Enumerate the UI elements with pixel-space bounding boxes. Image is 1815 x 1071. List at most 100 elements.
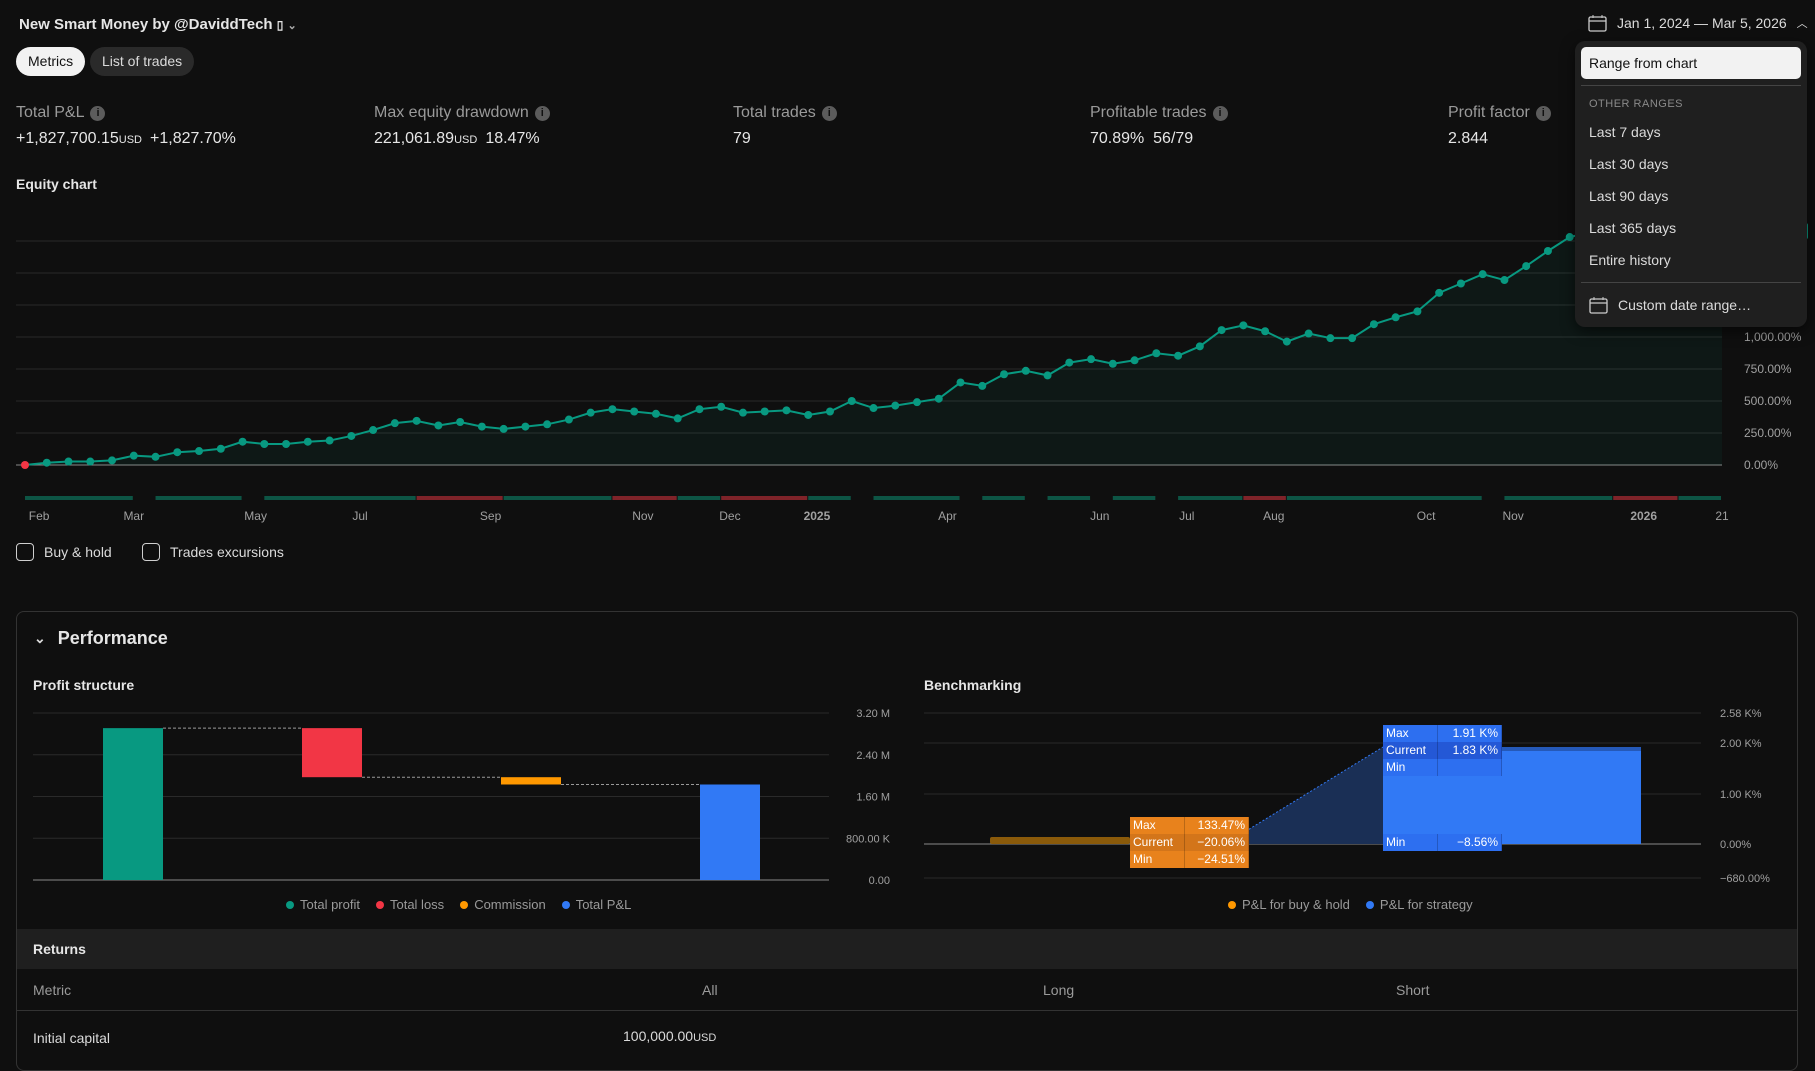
equity-point	[869, 404, 878, 413]
equity-point	[564, 415, 573, 424]
trade-run-bar	[1286, 496, 1482, 500]
equity-point	[282, 440, 291, 449]
equity-point	[782, 406, 791, 415]
tooltip-label: Min	[1383, 834, 1438, 851]
trade-run-bar	[1613, 496, 1678, 500]
x-tick-label: Feb	[29, 509, 50, 523]
tooltip-value: 1.91 K%	[1438, 725, 1502, 742]
trade-run-bar	[1504, 496, 1613, 500]
strategy-min-tooltip: Min −8.56%	[1383, 834, 1502, 851]
x-tick-label: Apr	[938, 509, 957, 523]
trade-run-bar	[155, 496, 242, 500]
equity-chart[interactable]: 1,000.00% 750.00% 500.00% 250.00% 0.00% Feb Ma…	[0, 200, 1815, 530]
equity-point	[1239, 321, 1248, 330]
legend-strategy: P&L for strategy	[1365, 897, 1473, 912]
tooltip-value	[1438, 759, 1502, 776]
equity-point	[1195, 342, 1204, 351]
other-ranges-heading: OTHER RANGES	[1589, 98, 1684, 110]
benchmarking-chart: 2.58 K% 2.00 K% 1.00 K% 0.00% −680.00%	[924, 708, 1770, 885]
equity-point	[1478, 270, 1487, 279]
metric-total-pnl: Total P&L i +1,827,700.15USD +1,827.70%	[16, 104, 236, 147]
strategy-tooltip: Max 1.91 K% Current 1.83 K% Min	[1383, 725, 1502, 776]
x-tick-label: 2025	[804, 509, 831, 523]
trades-excursions-checkbox[interactable]: Trades excursions	[142, 543, 284, 561]
equity-point	[847, 397, 856, 405]
checkbox-icon[interactable]	[142, 543, 160, 561]
equity-point	[543, 420, 552, 429]
y-tick-label: 800.00 K	[846, 833, 891, 845]
metric-total-trades: Total trades i 79	[733, 104, 837, 148]
tab-metrics[interactable]: Metrics	[16, 47, 86, 76]
date-range-button[interactable]: Jan 1, 2024 — Mar 5, 2026 ︿	[1588, 14, 1808, 32]
equity-point	[1108, 359, 1117, 368]
last-30-days-option[interactable]: Last 30 days	[1589, 156, 1669, 172]
bar-total-profit	[103, 728, 163, 880]
info-icon[interactable]: i	[90, 105, 106, 121]
equity-point	[1326, 334, 1335, 343]
equity-point	[86, 457, 95, 466]
calendar-icon	[1589, 297, 1608, 314]
strategy-title[interactable]: New Smart Money by @DaviddTech ▯ ⌄	[19, 16, 297, 33]
performance-toggle[interactable]: ⌄ Performance	[34, 628, 168, 648]
entire-history-option[interactable]: Entire history	[1589, 252, 1671, 268]
equity-point	[956, 378, 965, 387]
last-7-days-option[interactable]: Last 7 days	[1589, 124, 1661, 140]
trade-run-bar	[503, 496, 612, 500]
equity-point	[1348, 334, 1357, 343]
equity-area	[25, 220, 1722, 465]
equity-point	[1043, 371, 1052, 380]
last-365-days-option[interactable]: Last 365 days	[1589, 220, 1677, 236]
tooltip-label: Max	[1383, 725, 1438, 742]
tab-list-of-trades[interactable]: List of trades	[90, 47, 195, 76]
checkbox-icon[interactable]	[16, 543, 34, 561]
trade-run-bar	[264, 496, 416, 500]
y-tick-label: 1.60 M	[856, 792, 890, 804]
x-tick-label: Oct	[1417, 509, 1436, 523]
equity-point	[630, 407, 639, 416]
equity-point	[238, 437, 247, 446]
custom-date-range-option[interactable]: Custom date range…	[1581, 289, 1801, 321]
bar-total-p-l	[700, 784, 760, 880]
table-row: Initial capital 100,000.00USD	[33, 1028, 717, 1046]
y-tick-label: 2.58 K%	[1720, 708, 1762, 720]
info-icon[interactable]: i	[1212, 105, 1228, 121]
equity-point	[1087, 355, 1096, 364]
tooltip-value: 1.83 K%	[1438, 742, 1502, 759]
chevron-down-icon[interactable]: ⌄	[287, 20, 297, 32]
legend-total-profit: Total profit	[286, 897, 360, 912]
range-from-chart-option[interactable]: Range from chart	[1581, 47, 1801, 79]
calendar-icon	[1588, 15, 1607, 32]
equity-point	[369, 426, 378, 435]
trade-run-bar	[808, 496, 851, 500]
equity-point	[108, 456, 117, 465]
buy-hold-checkbox[interactable]: Buy & hold	[16, 543, 112, 561]
profit-structure-chart: 3.20 M 2.40 M 1.60 M 800.00 K 0.00	[33, 708, 891, 887]
info-icon[interactable]: i	[821, 105, 837, 121]
equity-point	[129, 451, 138, 460]
info-icon[interactable]: i	[534, 105, 550, 121]
info-icon[interactable]: i	[1535, 105, 1551, 121]
equity-point	[477, 422, 486, 431]
x-tick-label: 2026	[1630, 509, 1657, 523]
equity-point	[1130, 356, 1139, 365]
buy-hold-area	[990, 837, 1130, 844]
equity-point	[390, 419, 399, 428]
strategy-slope-line	[1224, 746, 1384, 845]
x-tick-label: Aug	[1263, 509, 1284, 523]
tooltip-value: 133.47%	[1185, 817, 1249, 834]
equity-point	[216, 444, 225, 453]
x-tick-label: Nov	[1502, 509, 1523, 523]
equity-point	[1369, 320, 1378, 329]
equity-point	[608, 405, 617, 414]
strategy-current-line	[1383, 747, 1641, 751]
trade-run-bar	[416, 496, 503, 500]
legend-commission: Commission	[460, 897, 546, 912]
last-90-days-option[interactable]: Last 90 days	[1589, 188, 1669, 204]
equity-point	[303, 437, 312, 446]
equity-point	[347, 431, 356, 440]
y-tick-label: 2.00 K%	[1720, 738, 1762, 750]
trade-run-bar	[982, 496, 1025, 500]
x-tick-label: Nov	[632, 509, 653, 523]
copy-icon[interactable]: ▯	[276, 18, 284, 32]
tooltip-value: −8.56%	[1438, 834, 1502, 851]
